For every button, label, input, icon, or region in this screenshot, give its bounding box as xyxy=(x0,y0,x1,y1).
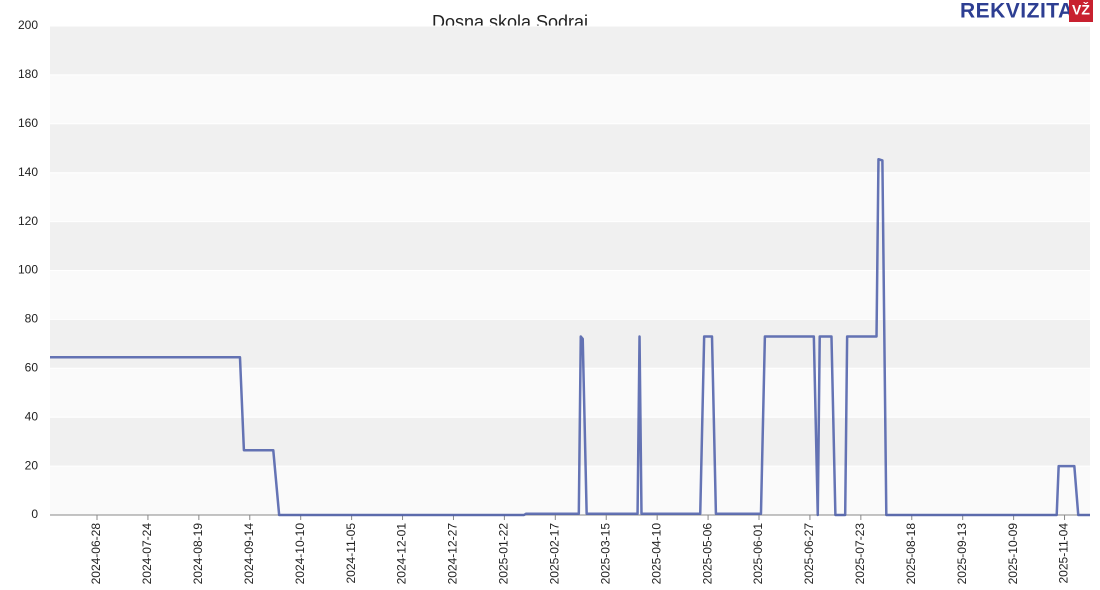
x-tick-label: 2025-10-09 xyxy=(1006,523,1020,585)
logo-brand: REKVIZITAI xyxy=(960,0,1080,23)
grid-band xyxy=(50,123,1090,173)
y-tick-label: 180 xyxy=(18,67,38,81)
y-tick-label: 100 xyxy=(18,263,38,277)
y-tick-label: 40 xyxy=(25,409,39,423)
y-tick-label: 160 xyxy=(18,116,38,130)
x-tick-label: 2025-11-04 xyxy=(1057,523,1071,584)
x-tick-label: 2025-02-17 xyxy=(547,523,561,585)
x-tick-label: 2024-11-05 xyxy=(344,523,358,584)
grid-band xyxy=(50,221,1090,271)
x-tick-label: 2024-12-27 xyxy=(446,523,460,585)
x-tick-label: 2025-04-10 xyxy=(649,523,663,585)
y-tick-label: 20 xyxy=(25,458,39,472)
x-tick-label: 2025-08-18 xyxy=(904,523,918,585)
x-tick-label: 2024-06-28 xyxy=(89,523,103,585)
x-tick-label: 2025-07-23 xyxy=(853,523,867,585)
x-tick-label: 2025-06-01 xyxy=(751,523,765,585)
x-tick-label: 2025-06-27 xyxy=(802,523,816,585)
data-line xyxy=(50,158,1090,517)
x-tick-label: 2024-08-19 xyxy=(191,523,205,585)
grid-band xyxy=(50,26,1090,75)
y-tick-label: 140 xyxy=(18,165,38,179)
y-tick-label: 80 xyxy=(25,312,39,326)
x-tick-label: 2025-05-06 xyxy=(700,523,714,585)
x-tick-label: 2024-07-24 xyxy=(140,523,154,585)
y-tick-label: 0 xyxy=(31,507,38,521)
grid-band xyxy=(50,319,1090,369)
grid-band xyxy=(50,417,1090,467)
y-tick-label: 120 xyxy=(18,214,38,228)
logo-badge-bg xyxy=(1069,0,1093,22)
x-tick-label: 2025-09-13 xyxy=(955,523,969,585)
x-tick-label: 2024-09-14 xyxy=(242,523,256,585)
x-tick-label: 2024-12-01 xyxy=(395,523,409,585)
y-tick-label: 60 xyxy=(25,360,39,374)
y-tick-label: 200 xyxy=(18,18,38,32)
plot-background xyxy=(50,26,1090,515)
x-tick-label: 2025-01-22 xyxy=(497,523,511,585)
x-tick-label: 2024-10-10 xyxy=(293,523,307,585)
x-tick-label: 2025-03-15 xyxy=(598,523,612,585)
logo-badge: VŽ xyxy=(1072,1,1090,18)
